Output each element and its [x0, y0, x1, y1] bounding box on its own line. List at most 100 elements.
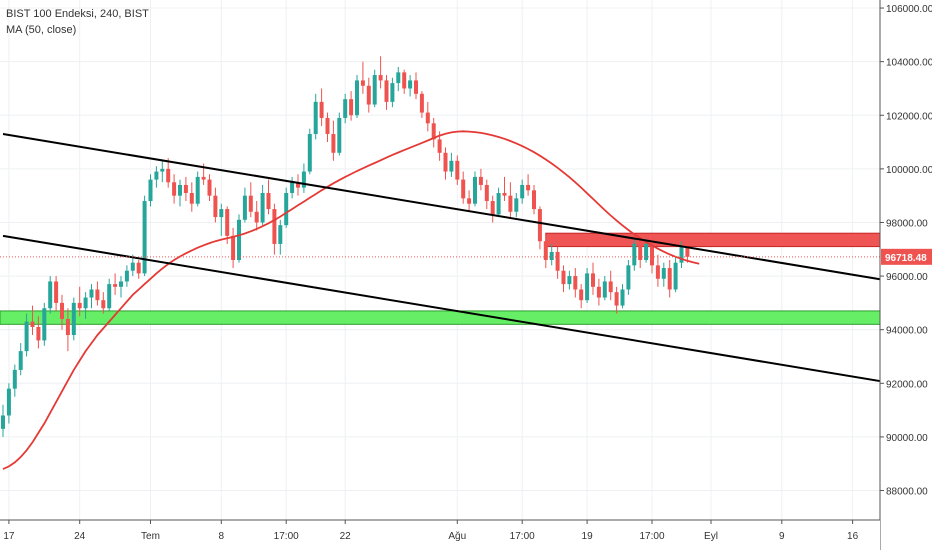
- candle: [107, 278, 112, 311]
- candle-body: [148, 179, 153, 202]
- candle: [42, 302, 47, 346]
- candle: [60, 294, 64, 330]
- candle: [325, 112, 330, 143]
- candle: [667, 260, 672, 298]
- time-tick-label: 16: [847, 531, 859, 542]
- candle: [638, 235, 643, 269]
- candle: [160, 160, 165, 183]
- candle-body: [237, 219, 241, 260]
- candle-body: [467, 198, 472, 204]
- candle: [189, 182, 194, 212]
- candle: [1, 404, 5, 437]
- candle-body: [337, 117, 342, 153]
- candle-body: [213, 195, 218, 218]
- candle-body: [396, 72, 401, 84]
- candle: [207, 174, 212, 202]
- candle-body: [201, 176, 206, 180]
- candle: [608, 270, 613, 301]
- candle: [154, 166, 159, 188]
- indicator-title[interactable]: MA (50, close): [6, 24, 77, 36]
- candle: [543, 235, 548, 269]
- candle-body: [496, 192, 501, 215]
- candle: [650, 241, 654, 274]
- candle-body: [225, 209, 230, 236]
- candle: [343, 93, 348, 124]
- candle-body: [307, 134, 312, 172]
- candle: [425, 101, 430, 132]
- symbol-title[interactable]: BIST 100 Endeksi, 240, BIST: [6, 8, 149, 20]
- candle: [455, 155, 460, 185]
- time-tick-label: Ağu: [448, 531, 466, 542]
- time-tick-label: 17:00: [510, 531, 535, 542]
- candle-body: [95, 289, 100, 301]
- candle-body: [602, 281, 607, 298]
- trendline[interactable]: [2, 234, 881, 383]
- candle-body: [183, 184, 188, 193]
- candle-body: [537, 209, 542, 242]
- candle-body: [508, 195, 513, 212]
- candle: [313, 93, 318, 140]
- candle-body: [502, 192, 507, 196]
- candle: [414, 72, 418, 100]
- candle: [673, 257, 678, 293]
- ma-50-line: [2, 130, 700, 470]
- candle: [602, 276, 607, 301]
- candle-body: [254, 211, 259, 223]
- candle: [266, 179, 271, 215]
- candle: [83, 292, 88, 319]
- candle: [213, 187, 218, 223]
- candle: [632, 238, 637, 271]
- candle-body: [65, 318, 70, 336]
- price-tick-label: 102000.00: [886, 111, 932, 122]
- candle-body: [484, 184, 489, 202]
- candle: [142, 195, 147, 277]
- candle-body: [1, 415, 5, 429]
- price-axis[interactable]: 88000.00 90000.00 92000.00 94000.00 96000.00…: [879, 0, 932, 550]
- candle: [520, 179, 525, 204]
- price-tick-label: 98000.00: [886, 218, 928, 229]
- price-tick-label: 96000.00: [886, 272, 928, 283]
- candle: [248, 182, 253, 218]
- candle-body: [6, 388, 11, 416]
- resistance-zone[interactable]: [545, 232, 881, 248]
- candle-body: [260, 192, 265, 223]
- candle-body: [360, 80, 365, 86]
- candle: [71, 297, 76, 341]
- candle-body: [42, 308, 47, 341]
- candle-body: [189, 192, 194, 204]
- candle: [661, 262, 666, 287]
- candle-body: [614, 292, 619, 306]
- candle-body: [331, 134, 336, 153]
- price-axis-bg: [880, 0, 932, 550]
- candle: [396, 67, 401, 92]
- candle: [24, 313, 29, 357]
- candle: [366, 77, 371, 113]
- candle: [101, 292, 106, 314]
- candle-body: [620, 289, 625, 306]
- support-zone[interactable]: [0, 310, 881, 325]
- candle-body: [632, 243, 637, 266]
- candle-body: [679, 246, 684, 263]
- candle-body: [478, 176, 483, 185]
- candle-body: [573, 276, 578, 290]
- candle-body: [119, 281, 123, 287]
- candle: [195, 171, 200, 207]
- candle-body: [284, 192, 289, 226]
- time-tick-label: 9: [779, 531, 785, 542]
- candle: [567, 270, 572, 290]
- candle-body: [543, 241, 548, 260]
- candle: [48, 276, 53, 314]
- candle-body: [667, 268, 672, 290]
- candle-body: [160, 168, 165, 172]
- trendline[interactable]: [2, 133, 881, 281]
- candle: [124, 265, 129, 287]
- candle: [284, 187, 289, 228]
- candle-body: [36, 327, 41, 341]
- candle-body: [24, 321, 29, 352]
- candle: [549, 243, 554, 266]
- candle-body: [142, 201, 147, 274]
- time-axis[interactable]: 17 24 Tem 8 17:00 22 Ağu 17:00 19 17:00 Eyl 9 16: [0, 519, 880, 550]
- candle-body: [107, 284, 112, 309]
- trendlines: [2, 133, 881, 383]
